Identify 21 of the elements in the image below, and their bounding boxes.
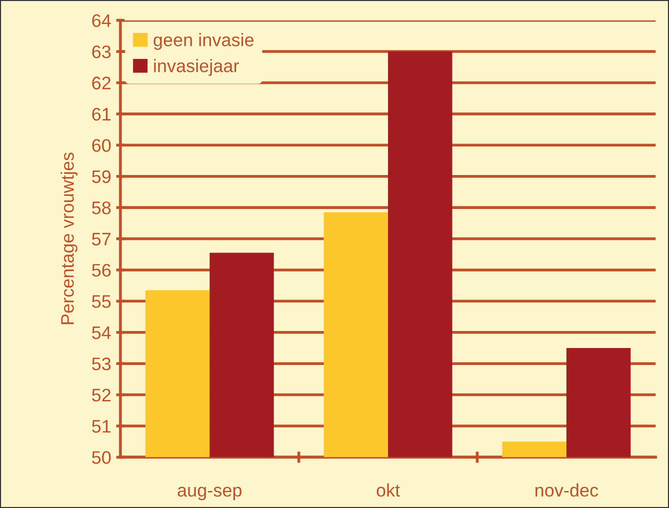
y-tick-label: 59	[92, 170, 111, 184]
x-tick-label: okt	[376, 483, 400, 497]
y-tick-label: 64	[92, 14, 111, 28]
y-tick-label: 51	[92, 420, 111, 433]
y-tick-label: 56	[92, 264, 111, 277]
y-tick-label: 55	[92, 295, 111, 308]
y-tick-label: 61	[92, 108, 111, 121]
x-tick-label: aug-sep	[178, 486, 242, 500]
y-tick-label: 52	[92, 388, 110, 402]
y-tick-label: 57	[92, 232, 110, 246]
y-axis-title: Percentage vrouwtjes	[60, 152, 78, 324]
y-tick-label: 54	[92, 326, 111, 340]
y-tick-label: 53	[92, 358, 111, 370]
x-tick-label: nov-dec	[536, 483, 598, 497]
y-tick-label: 50	[92, 451, 111, 464]
legend-label: geen invasie	[154, 33, 254, 50]
y-tick-label: 62	[92, 76, 110, 90]
y-tick-label: 60	[92, 139, 111, 152]
y-tick-label: 63	[92, 45, 111, 58]
legend-label: invasiejaar	[154, 59, 239, 76]
y-tick-label: 58	[92, 201, 111, 214]
